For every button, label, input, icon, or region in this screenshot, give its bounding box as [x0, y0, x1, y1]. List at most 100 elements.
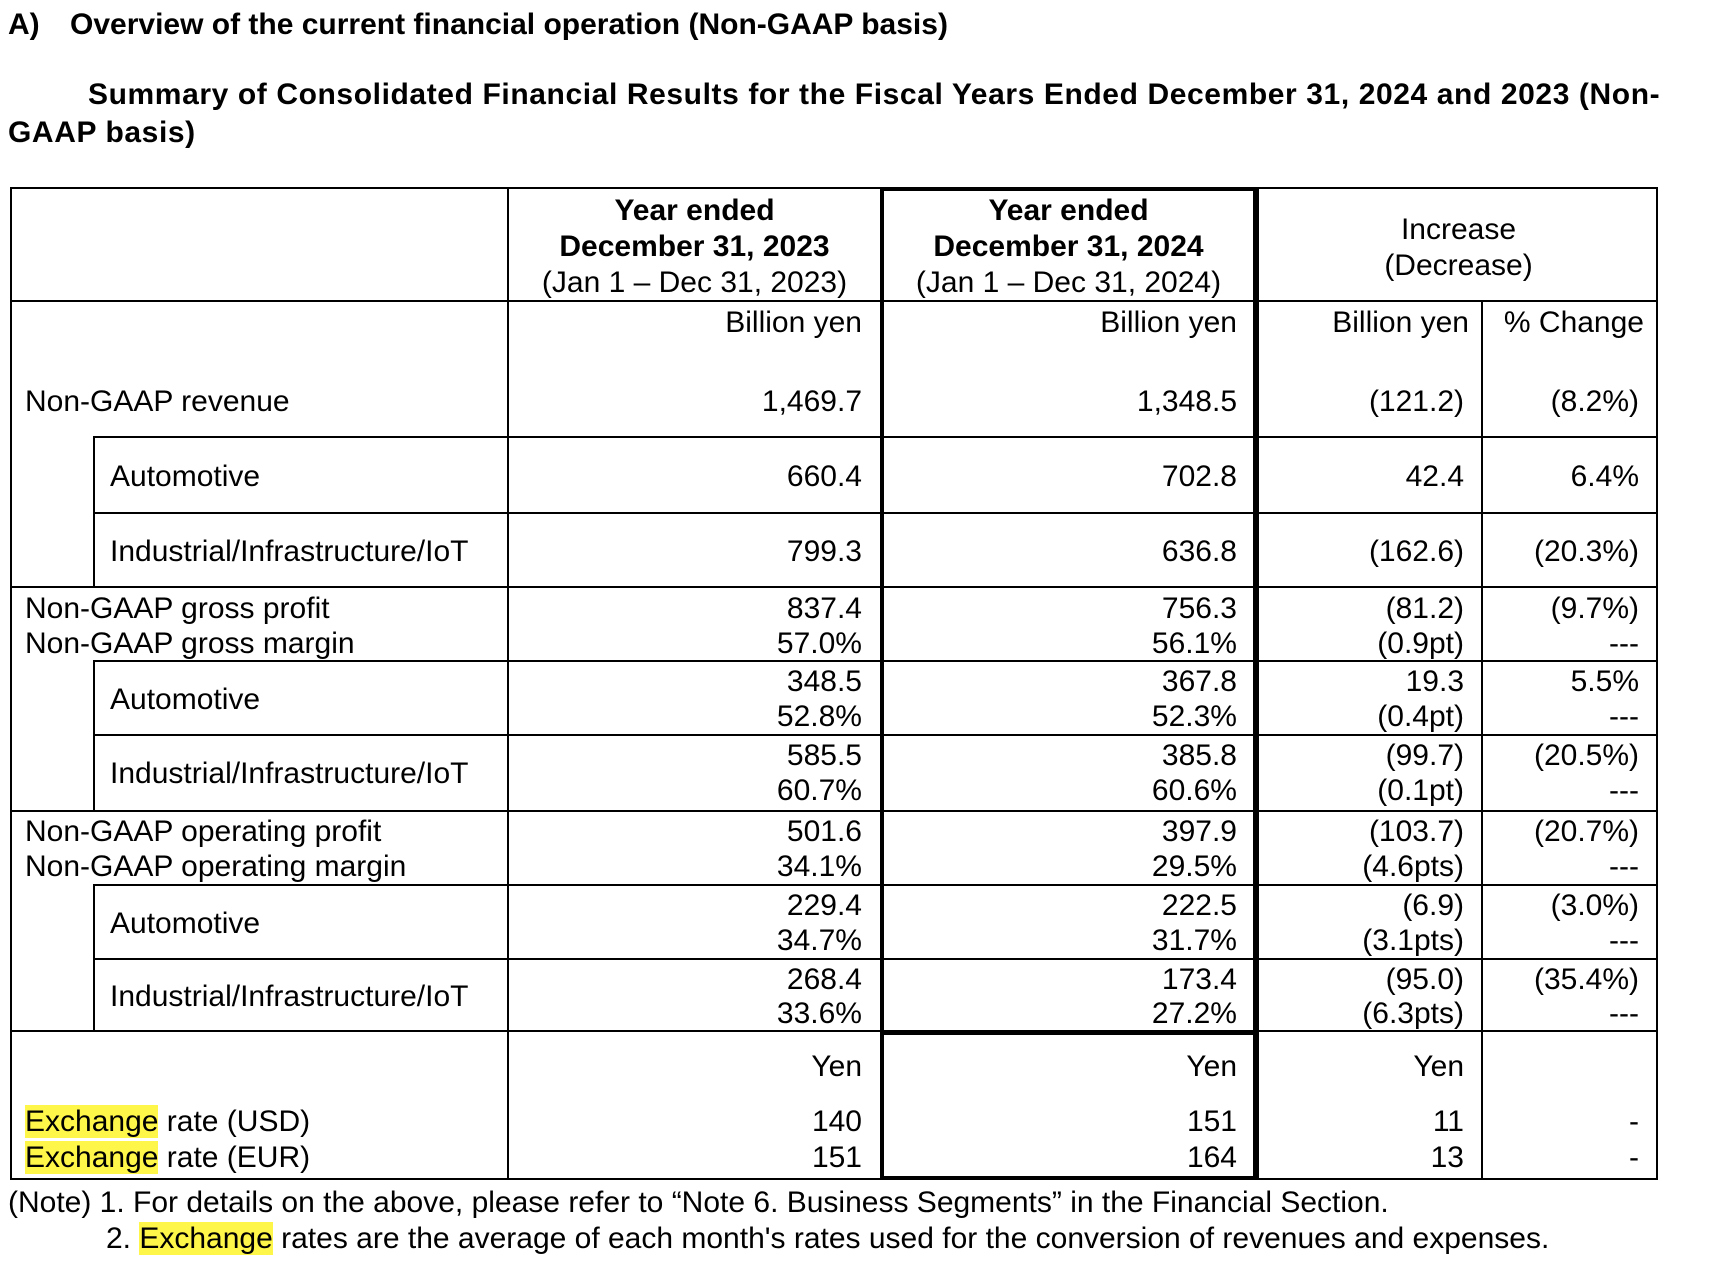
cell-2024: 27.2%	[1151, 997, 1237, 1030]
cell-pct: (20.3%)	[1533, 535, 1639, 568]
unit-2024: Billion yen	[1100, 306, 1237, 339]
grid-line	[880, 187, 884, 1180]
header-2023-line2: December 31, 2023	[559, 230, 830, 263]
cell-pct: (3.0%)	[1550, 889, 1639, 922]
grid-line	[1253, 187, 1257, 1180]
cell-change: (3.1pts)	[1362, 924, 1464, 957]
cell-2024: 367.8	[1161, 665, 1237, 698]
cell-change: (99.7)	[1385, 739, 1464, 772]
note-1: (Note) 1. For details on the above, plea…	[8, 1186, 1389, 1219]
cell-2024: 52.3%	[1151, 700, 1237, 733]
cell-2023: 33.6%	[776, 997, 862, 1030]
highlight: Exchange	[25, 1141, 159, 1174]
cell-2024: 397.9	[1161, 815, 1237, 848]
cell-2024: 60.6%	[1151, 774, 1237, 807]
grid-line	[10, 810, 1658, 812]
cell-2023: 660.4	[786, 460, 862, 493]
cell-pct: (35.4%)	[1533, 963, 1639, 996]
cell-2023: 799.3	[786, 535, 862, 568]
cell-2023: 229.4	[786, 889, 862, 922]
cell-2024: 173.4	[1161, 963, 1237, 996]
section-title: Overview of the current financial operat…	[70, 8, 948, 41]
fx-unit-2024: Yen	[1186, 1050, 1237, 1083]
grid-line	[93, 512, 1658, 514]
row-label: Non-GAAP revenue	[25, 385, 290, 418]
fx-usd-pct: -	[1629, 1105, 1639, 1138]
table-title: Summary of Consolidated Financial Result…	[8, 78, 1661, 149]
grid-line	[93, 884, 1658, 886]
cell-2023: 585.5	[786, 739, 862, 772]
cell-2023: 501.6	[786, 815, 862, 848]
header-2024-line1: Year ended	[988, 194, 1149, 227]
header-2024-line3: (Jan 1 – Dec 31, 2024)	[915, 266, 1222, 299]
cell-2024: 31.7%	[1151, 924, 1237, 957]
fx-usd-label-rest: rate (USD)	[158, 1105, 311, 1138]
cell-pct: ---	[1609, 627, 1639, 660]
fx-usd-label: Exchange rate (USD)	[25, 1104, 310, 1139]
cell-pct: ---	[1609, 850, 1639, 883]
grid-line	[93, 734, 1658, 736]
cell-change: (0.9pt)	[1377, 627, 1464, 660]
header-change-line2: (Decrease)	[1384, 249, 1533, 282]
grid-line	[10, 1030, 1658, 1032]
cell-2023: 1,469.7	[761, 385, 862, 418]
cell-2023: 60.7%	[776, 774, 862, 807]
cell-2023: 34.1%	[776, 850, 862, 883]
fx-eur-2024: 164	[1186, 1141, 1237, 1174]
cell-2024: 702.8	[1161, 460, 1237, 493]
cell-pct: (9.7%)	[1550, 592, 1639, 625]
section-heading: A) Overview of the current financial oper…	[8, 4, 948, 46]
grid-line	[880, 1176, 1257, 1180]
cell-2024: 385.8	[1161, 739, 1237, 772]
cell-change: (103.7)	[1368, 815, 1464, 848]
row-label: Industrial/Infrastructure/IoT	[110, 535, 469, 568]
fx-eur-pct: -	[1629, 1141, 1639, 1174]
cell-pct: (20.7%)	[1533, 815, 1639, 848]
header-change-line1: Increase	[1400, 213, 1517, 246]
header-2023-line1: Year ended	[614, 194, 775, 227]
cell-change: (4.6pts)	[1362, 850, 1464, 883]
highlight: Exchange	[25, 1105, 159, 1138]
cell-2023: 837.4	[786, 592, 862, 625]
cell-2024: 56.1%	[1151, 627, 1237, 660]
cell-2023: 268.4	[786, 963, 862, 996]
fx-eur-label-rest: rate (EUR)	[158, 1141, 311, 1174]
results-table	[10, 187, 1658, 1180]
cell-change: (6.9)	[1402, 889, 1464, 922]
cell-change: 19.3	[1405, 665, 1464, 698]
unit-2023: Billion yen	[725, 306, 862, 339]
cell-pct: ---	[1609, 924, 1639, 957]
cell-2024: 636.8	[1161, 535, 1237, 568]
cell-pct: 6.4%	[1570, 460, 1639, 493]
cell-change: (81.2)	[1385, 592, 1464, 625]
grid-line	[880, 187, 1257, 191]
cell-change: (162.6)	[1368, 535, 1464, 568]
cell-pct: ---	[1609, 997, 1639, 1030]
cell-2023: 52.8%	[776, 700, 862, 733]
cell-2023: 348.5	[786, 665, 862, 698]
cell-2023: 57.0%	[776, 627, 862, 660]
fx-unit-2023: Yen	[811, 1050, 862, 1083]
note-2-rest: rates are the average of each month's ra…	[272, 1222, 1550, 1255]
grid-line	[1257, 187, 1259, 1180]
grid-line	[93, 660, 1658, 662]
cell-change: 42.4	[1405, 460, 1464, 493]
fx-unit-change: Yen	[1413, 1050, 1464, 1083]
row-label: Automotive	[110, 683, 261, 716]
grid-line	[507, 187, 509, 1180]
row-label: Industrial/Infrastructure/IoT	[110, 980, 469, 1013]
fx-usd-2023: 140	[811, 1105, 862, 1138]
fx-eur-change: 13	[1430, 1141, 1464, 1174]
cell-2024: 756.3	[1161, 592, 1237, 625]
note-2: 2. Exchange rates are the average of eac…	[106, 1221, 1549, 1257]
cell-2024: 222.5	[1161, 889, 1237, 922]
cell-change: (121.2)	[1368, 385, 1464, 418]
header-2023-line3: (Jan 1 – Dec 31, 2023)	[541, 266, 848, 299]
cell-change: (0.1pt)	[1377, 774, 1464, 807]
cell-change: (6.3pts)	[1362, 997, 1464, 1030]
fx-eur-label: Exchange rate (EUR)	[25, 1140, 310, 1175]
row-label: Non-GAAP operating margin	[25, 850, 407, 883]
cell-2024: 1,348.5	[1136, 385, 1237, 418]
fx-usd-2024: 151	[1186, 1105, 1237, 1138]
unit-change: Billion yen	[1332, 306, 1469, 339]
